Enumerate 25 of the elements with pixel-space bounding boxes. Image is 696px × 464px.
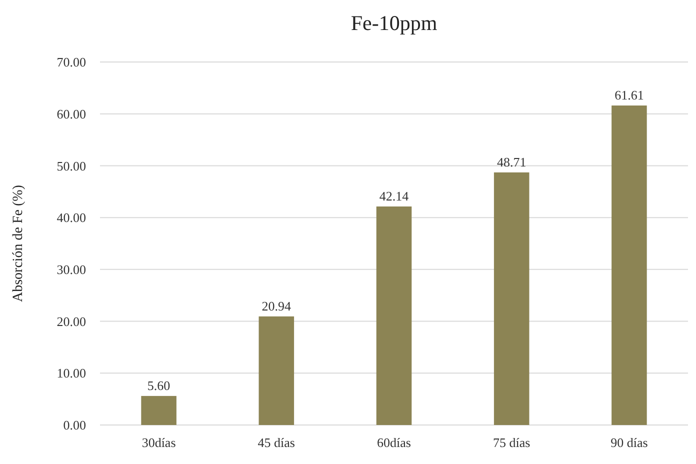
y-tick-label: 30.00 — [56, 262, 86, 277]
y-tick-label: 50.00 — [56, 158, 86, 174]
data-label: 20.94 — [262, 298, 292, 314]
x-tick-label: 75 días — [493, 435, 530, 450]
data-label: 61.61 — [614, 88, 644, 103]
data-label: 48.71 — [496, 154, 526, 170]
bar — [612, 106, 647, 425]
chart-title: Fe-10ppm — [350, 11, 438, 35]
bar — [494, 172, 530, 425]
x-tick-label: 30días — [142, 435, 176, 450]
bar — [141, 396, 176, 425]
data-label: 5.60 — [147, 378, 170, 393]
data-label: 42.14 — [379, 188, 410, 204]
y-axis-title: Absorción de Fe (%) — [11, 184, 26, 302]
x-tick-label: 45 días — [258, 435, 295, 450]
bar — [258, 316, 294, 425]
bar — [376, 206, 412, 425]
x-tick-label: 90 días — [610, 435, 648, 450]
y-tick-label: 0.00 — [63, 418, 86, 433]
x-tick-label: 60días — [377, 435, 411, 450]
y-tick-label: 40.00 — [56, 210, 86, 226]
y-tick-label: 20.00 — [56, 314, 86, 329]
y-tick-label: 10.00 — [56, 366, 86, 381]
y-tick-label: 70.00 — [56, 54, 86, 70]
y-tick-label: 60.00 — [56, 106, 86, 122]
